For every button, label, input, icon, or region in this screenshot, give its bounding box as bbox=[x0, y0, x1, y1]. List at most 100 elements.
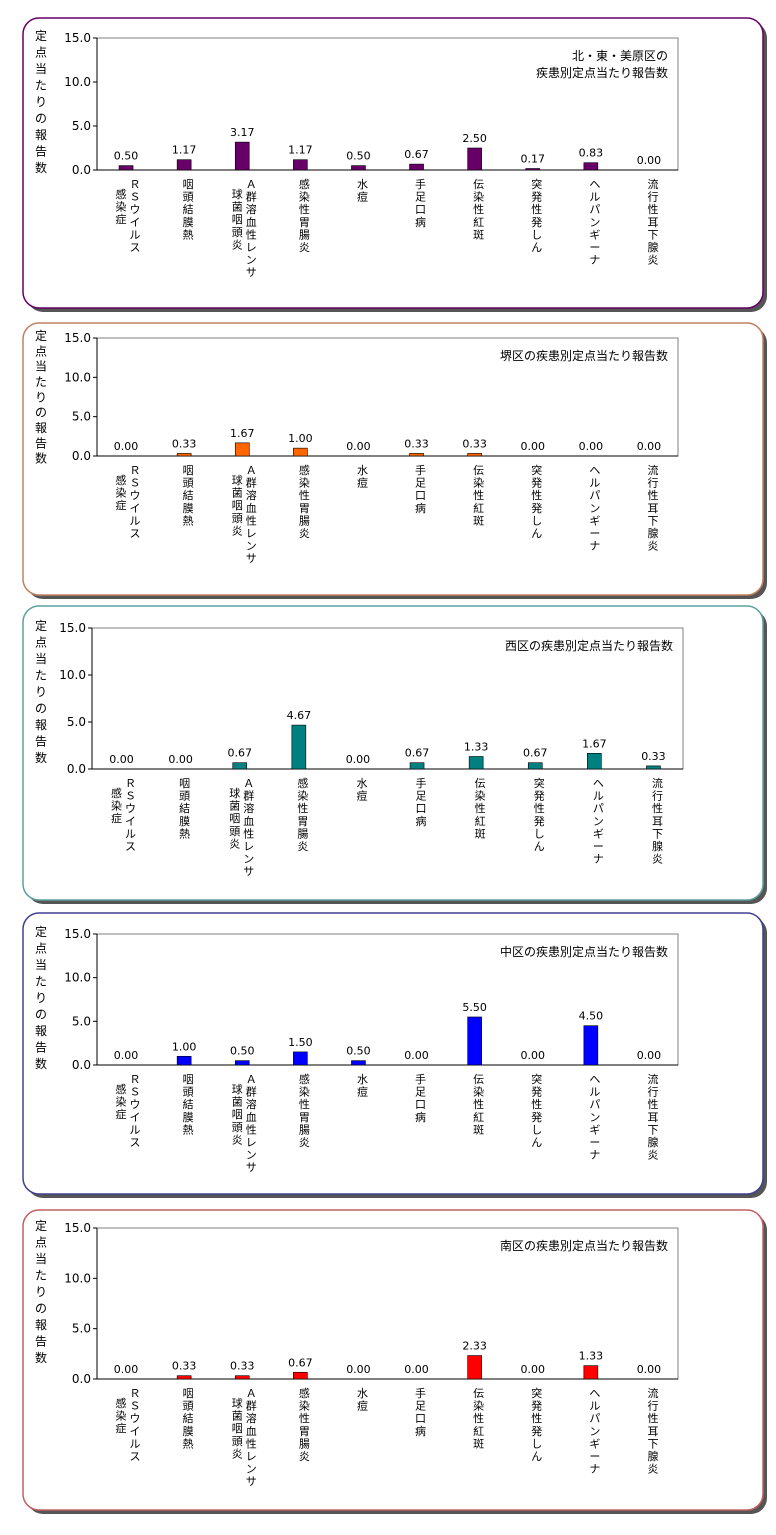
category-label-char: 腸 bbox=[297, 827, 308, 840]
y-axis-label-char: り bbox=[35, 1285, 47, 1299]
bar bbox=[587, 753, 602, 770]
y-axis-label-char: た bbox=[35, 1269, 47, 1283]
category-label-char: 頭 bbox=[183, 477, 194, 490]
category-label-char: 染 bbox=[297, 789, 308, 803]
category-label-char: パ bbox=[593, 802, 604, 815]
y-axis-label-char: の bbox=[35, 112, 47, 126]
category-label-char: 耳 bbox=[647, 216, 658, 229]
category-label-char: 炎 bbox=[647, 540, 658, 553]
y-axis-label-char: た bbox=[35, 79, 47, 93]
category-label-char: ギ bbox=[593, 827, 604, 840]
category-label-char: 性 bbox=[473, 202, 484, 216]
category-label-char: 性 bbox=[531, 202, 542, 216]
category-label-char: レ bbox=[243, 840, 254, 853]
category-label-char: 咽 bbox=[183, 1073, 194, 1086]
bar bbox=[646, 765, 661, 770]
category-label-char: 痘 bbox=[357, 476, 368, 490]
category-label-char: 染 bbox=[473, 1399, 484, 1413]
bar bbox=[234, 442, 250, 457]
data-label: 0.00 bbox=[404, 1049, 429, 1062]
category-label-char: 水 bbox=[357, 464, 368, 477]
category-label-char: 発 bbox=[531, 1424, 542, 1438]
category-label-char: ギ bbox=[589, 228, 600, 241]
category-label-char: 性 bbox=[299, 202, 310, 216]
data-label: 0.67 bbox=[404, 148, 429, 161]
y-axis-label-char: 定 bbox=[35, 924, 47, 939]
category-label-char: 下 bbox=[652, 827, 663, 840]
category-label-char: 染 bbox=[473, 190, 484, 204]
data-label: 0.83 bbox=[579, 147, 604, 160]
category-label-char: 伝 bbox=[473, 178, 484, 191]
plot-area bbox=[96, 337, 679, 457]
category-label-char: 伝 bbox=[473, 464, 484, 477]
category-label-char: 足 bbox=[415, 1086, 426, 1099]
category-label-char: ル bbox=[589, 191, 600, 204]
category-label-char: 炎 bbox=[299, 241, 310, 254]
y-tick-label: 15.0 bbox=[64, 927, 91, 941]
category-label-char: サ bbox=[246, 1161, 257, 1174]
category-label-char: パ bbox=[589, 489, 600, 502]
category-label-char: 炎 bbox=[232, 1447, 243, 1460]
data-label: 1.67 bbox=[230, 427, 255, 440]
category-label-char: 胃 bbox=[299, 1425, 310, 1438]
category-label-char: パ bbox=[589, 1098, 600, 1111]
y-tick-label: 0.0 bbox=[72, 1372, 91, 1386]
category-label-char: Ｒ bbox=[130, 464, 141, 477]
category-label-char: 性 bbox=[243, 826, 254, 840]
category-label-char: 手 bbox=[415, 1072, 426, 1086]
category-label-char: 水 bbox=[356, 777, 367, 790]
category-label-char: 痘 bbox=[356, 789, 367, 803]
category-label-char: 下 bbox=[647, 514, 658, 527]
category-label-char: 痘 bbox=[357, 1085, 368, 1099]
data-label: 1.50 bbox=[288, 1036, 313, 1049]
category-label-char: 性 bbox=[647, 202, 658, 216]
category-label-char: 流 bbox=[652, 776, 663, 790]
category-label-char: 水 bbox=[357, 1387, 368, 1400]
category-label-char: 性 bbox=[531, 1097, 542, 1111]
category-label-char: 発 bbox=[534, 814, 545, 828]
category-label-char: 腺 bbox=[647, 526, 658, 540]
category-label-char: 頭 bbox=[183, 1086, 194, 1099]
category-label-char: 溶 bbox=[246, 1097, 257, 1111]
data-label: 0.00 bbox=[637, 1363, 662, 1376]
category-label-char: 群 bbox=[246, 1399, 257, 1413]
category-label-char: 足 bbox=[415, 477, 426, 490]
category-label-char: Ｓ bbox=[125, 790, 136, 803]
category-label-char: 口 bbox=[416, 802, 427, 815]
category-label-char: ー bbox=[589, 241, 600, 254]
category-label-char: ン bbox=[589, 502, 600, 515]
chart-title: 西区の疾患別定点当たり報告数 bbox=[505, 638, 673, 653]
data-label: 0.17 bbox=[521, 153, 546, 166]
category-label-char: 性 bbox=[299, 1097, 310, 1111]
category-label-char: 染 bbox=[116, 1095, 127, 1109]
data-label: 1.17 bbox=[172, 144, 197, 157]
data-label: 0.50 bbox=[346, 1045, 371, 1058]
data-label: 2.50 bbox=[462, 132, 487, 145]
category-label-char: 性 bbox=[647, 488, 658, 502]
category-label-char: 発 bbox=[534, 789, 545, 803]
category-label-char: ん bbox=[531, 1136, 542, 1149]
category-label-char: 行 bbox=[647, 191, 658, 204]
y-tick-label: 5.0 bbox=[72, 1322, 91, 1336]
category-label-char: 腺 bbox=[647, 240, 658, 254]
bar bbox=[176, 453, 192, 457]
category-label-char: 手 bbox=[415, 177, 426, 191]
category-label-char: レ bbox=[246, 1450, 257, 1463]
category-label-char: し bbox=[531, 1437, 542, 1450]
y-axis-label-char: 点 bbox=[35, 636, 47, 650]
category-label-char: パ bbox=[589, 203, 600, 216]
y-axis-label-char: 定 bbox=[35, 28, 47, 43]
category-label-char: 突 bbox=[531, 463, 542, 477]
category-label-char: 感 bbox=[116, 1397, 127, 1410]
category-label-char: 結 bbox=[183, 488, 194, 502]
category-label-char: 紅 bbox=[473, 1425, 484, 1438]
category-label-char: 症 bbox=[116, 1107, 127, 1121]
category-label-char: ー bbox=[593, 840, 604, 853]
bar bbox=[118, 165, 134, 171]
data-label: 0.33 bbox=[172, 1360, 197, 1373]
category-label-char: ン bbox=[589, 1111, 600, 1124]
y-tick-label: 0.0 bbox=[72, 1058, 91, 1072]
bar bbox=[527, 762, 543, 770]
y-axis-label-char: 数 bbox=[35, 1056, 47, 1071]
